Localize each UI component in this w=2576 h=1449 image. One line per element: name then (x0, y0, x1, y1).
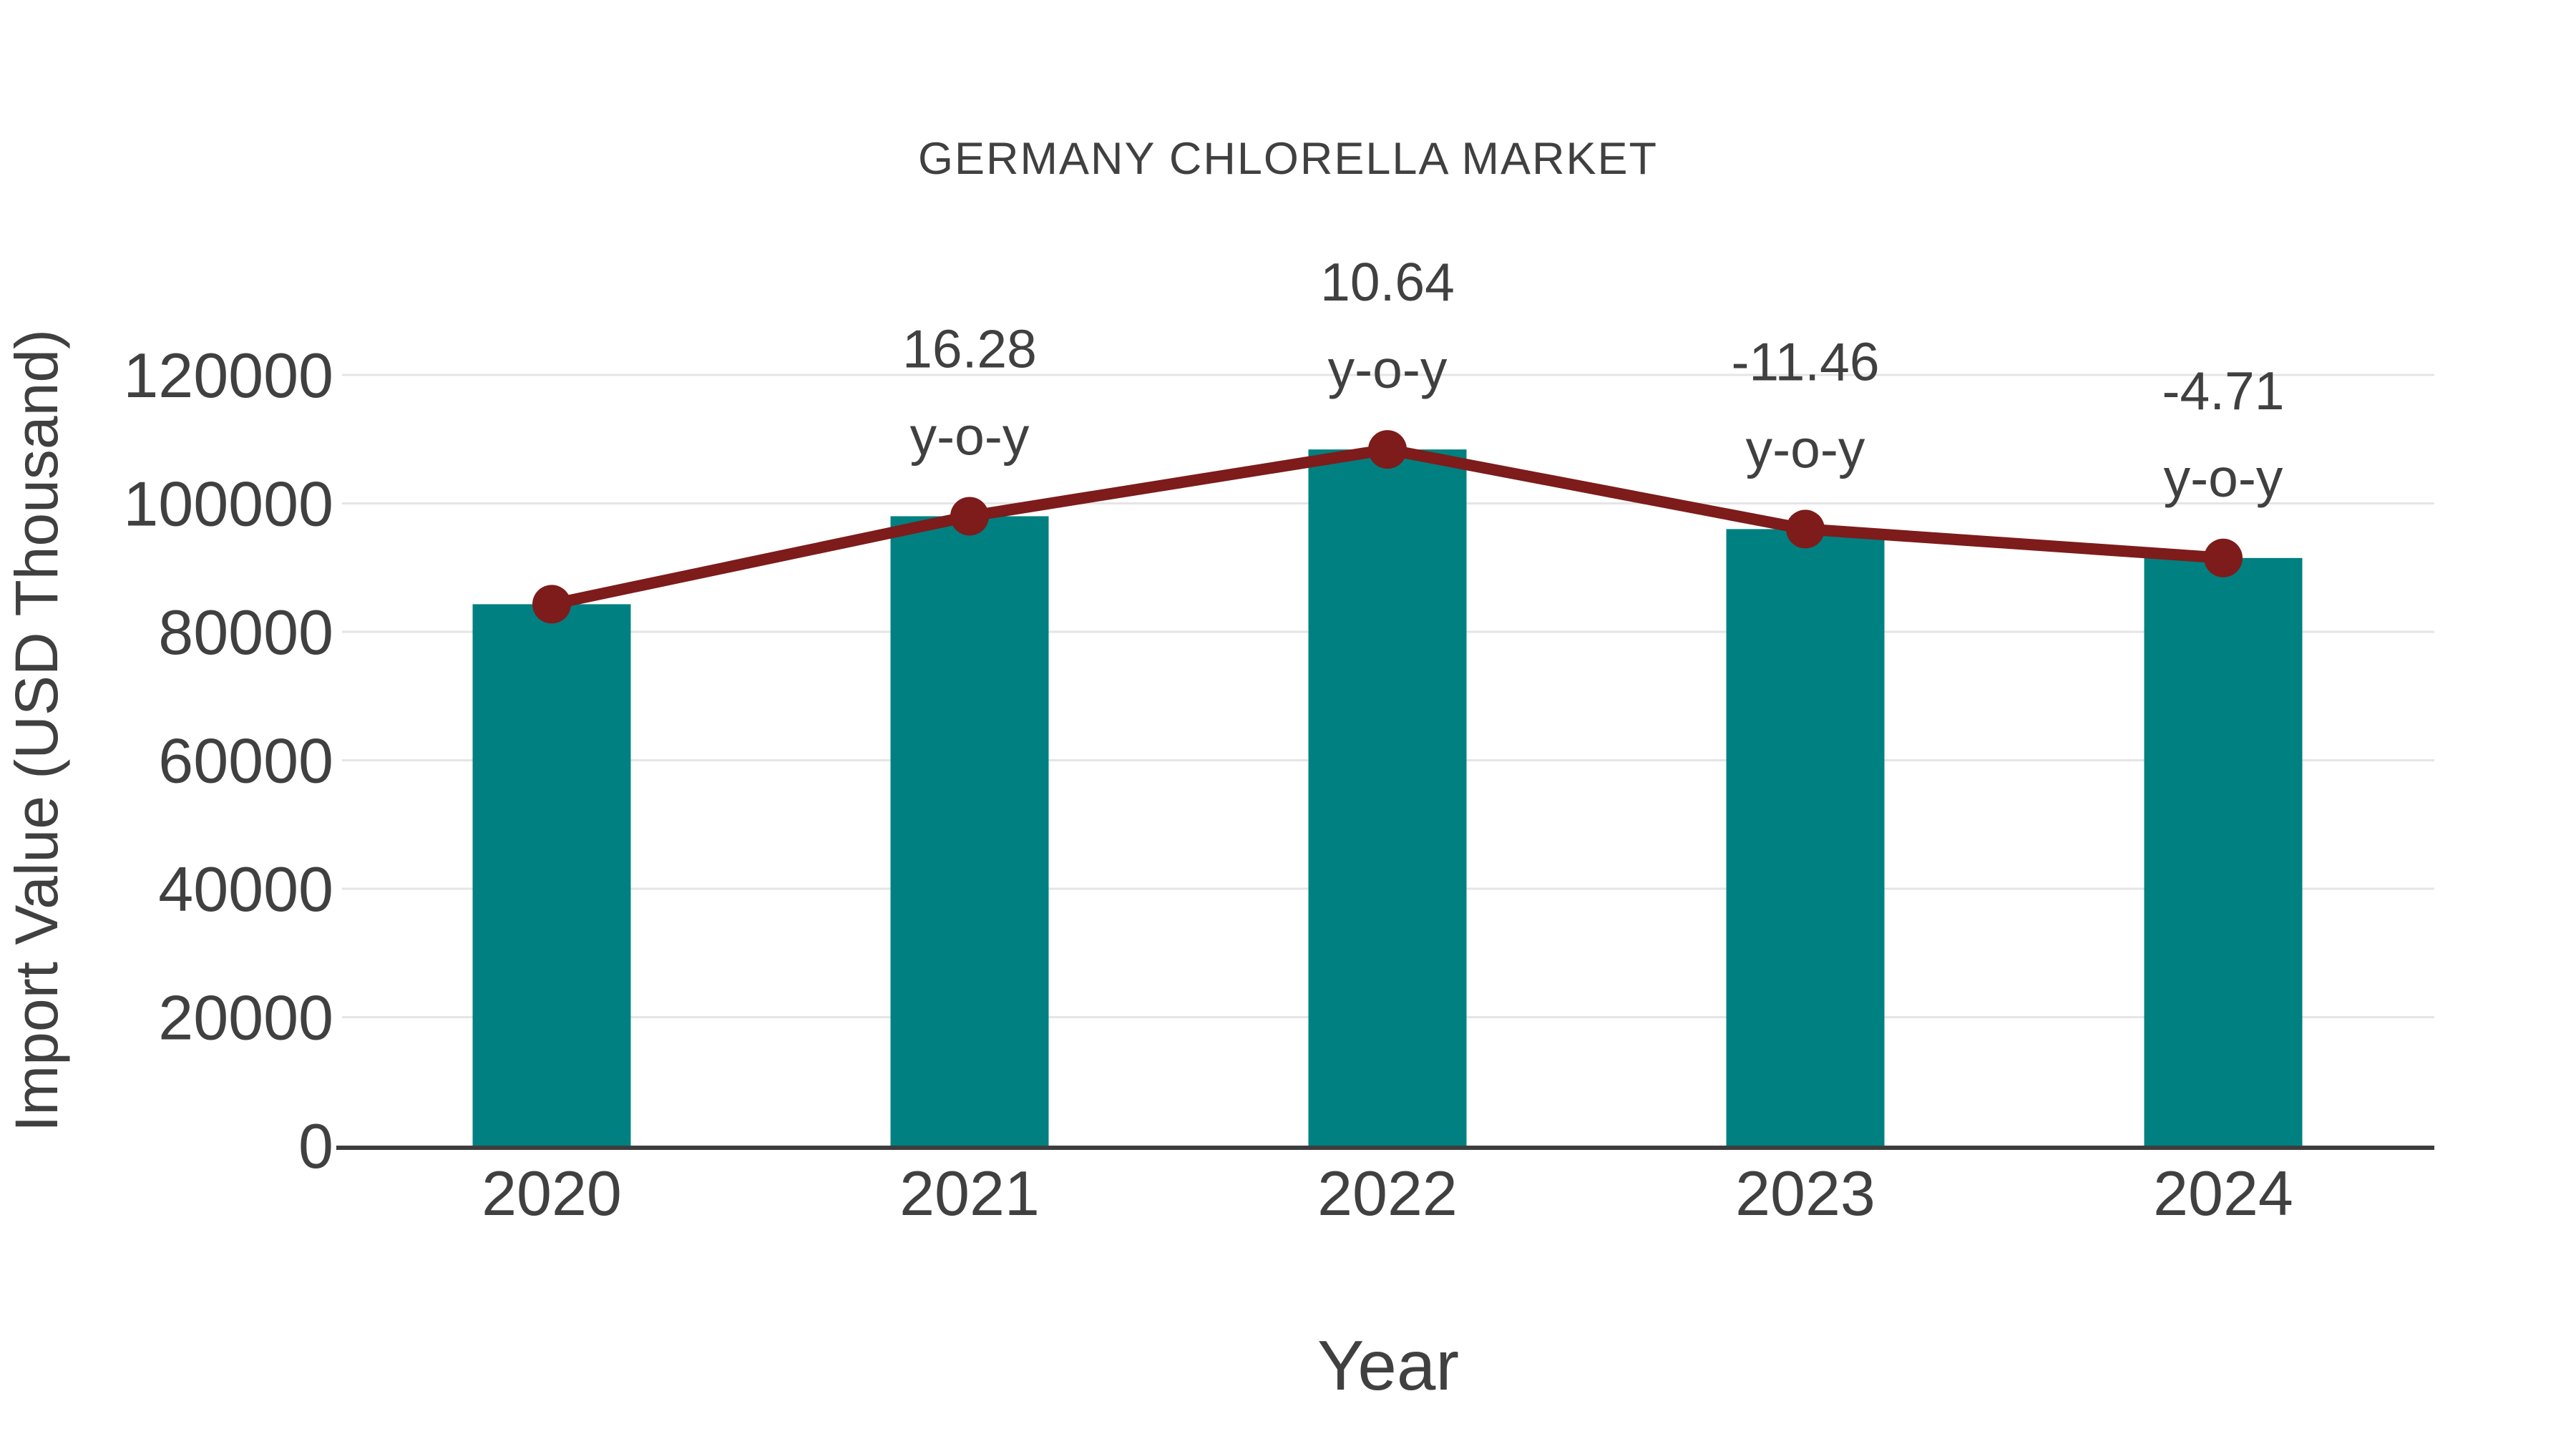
y-tick-label: 120000 (123, 340, 333, 411)
x-axis-title: Year (1317, 1326, 1459, 1405)
x-tick-label: 2021 (899, 1158, 1040, 1229)
bar-2021 (890, 516, 1049, 1147)
yoy-marker-2022 (1368, 430, 1407, 469)
y-tick-label: 60000 (158, 726, 333, 796)
bar-2020 (472, 604, 631, 1147)
yoy-marker-2020 (532, 585, 571, 624)
annotation-suffix: y-o-y (1746, 419, 1865, 479)
x-tick-label: 2020 (482, 1158, 622, 1229)
bar-2022 (1308, 449, 1467, 1147)
annotation-value: 10.64 (1320, 252, 1455, 312)
y-tick-label: 0 (298, 1111, 333, 1181)
y-tick-label: 20000 (158, 982, 333, 1053)
y-tick-label: 80000 (158, 597, 333, 668)
annotation-suffix: y-o-y (910, 406, 1030, 466)
yoy-marker-2023 (1786, 509, 1825, 549)
yoy-marker-2021 (950, 497, 989, 536)
annotation-suffix: y-o-y (2164, 448, 2283, 508)
bar-2023 (1726, 529, 1885, 1147)
annotation-value: -4.71 (2162, 361, 2285, 421)
annotation-value: -11.46 (1731, 331, 1879, 391)
y-tick-label: 100000 (123, 469, 333, 540)
annotation-suffix: y-o-y (1328, 339, 1448, 399)
y-axis-title: Import Value (USD Thousand) (3, 329, 70, 1132)
x-tick-label: 2023 (1735, 1158, 1875, 1229)
annotation-value: 16.28 (902, 318, 1037, 379)
bar-2024 (2144, 557, 2303, 1147)
yoy-marker-2024 (2204, 538, 2243, 577)
y-tick-label: 40000 (158, 854, 333, 924)
x-tick-label: 2022 (1317, 1158, 1458, 1229)
chart-title: GERMANY CHLORELLA MARKET (918, 134, 1658, 184)
x-tick-label: 2024 (2153, 1158, 2293, 1229)
